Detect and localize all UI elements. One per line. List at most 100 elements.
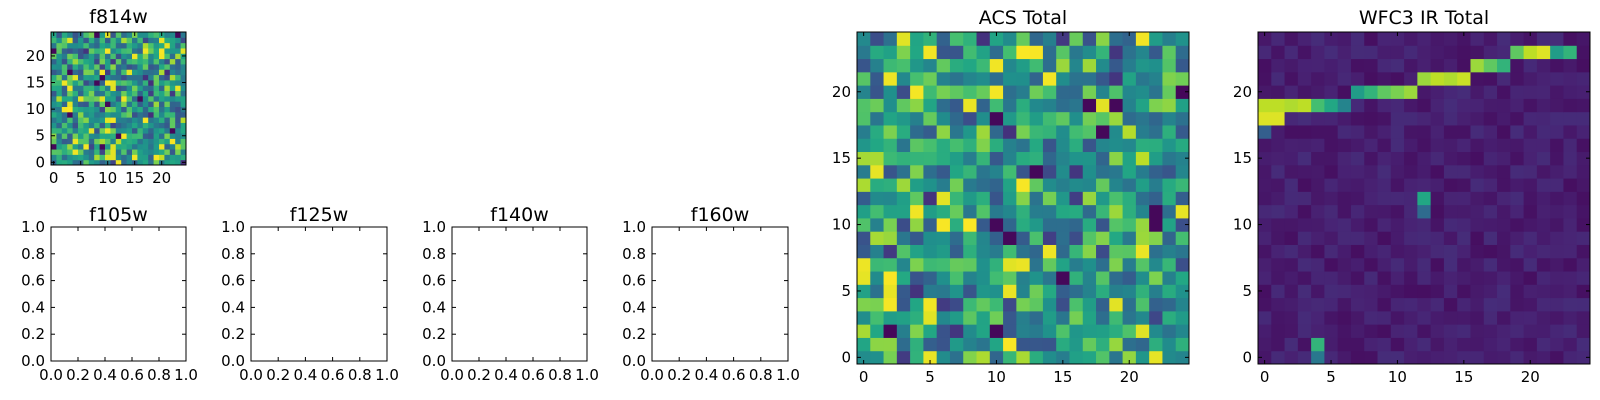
heatmap-cell (923, 151, 938, 166)
heatmap-cell (857, 164, 871, 179)
heatmap-cell (1324, 284, 1339, 299)
heatmap-cell (949, 58, 964, 73)
heatmap-cell (1109, 178, 1124, 192)
heatmap-cell (1576, 217, 1591, 232)
heatmap-cell (1271, 58, 1286, 73)
heatmap-cell (142, 111, 149, 118)
heatmap-cell (857, 310, 871, 325)
heatmap-cell (1258, 284, 1272, 299)
heatmap-cell (1029, 138, 1044, 153)
heatmap-cell (1470, 138, 1485, 153)
heatmap-cell (1003, 138, 1017, 153)
heatmap-cell (121, 106, 128, 113)
heatmap-cell (1069, 297, 1084, 312)
heatmap-cell (910, 284, 924, 299)
heatmap-cell (1162, 337, 1177, 352)
heatmap-cell (1003, 45, 1017, 60)
heatmap-cell (1443, 350, 1458, 365)
heatmap-cell (1510, 204, 1525, 219)
heatmap-cell (949, 164, 964, 179)
heatmap-cell (1016, 98, 1031, 113)
heatmap-cell (1350, 231, 1365, 245)
heatmap-cell (1324, 271, 1339, 285)
heatmap-cell (72, 111, 79, 118)
heatmap-cell (870, 337, 885, 352)
heatmap-cell (910, 151, 924, 166)
heatmap-cell (88, 149, 95, 155)
heatmap-cell (126, 127, 133, 134)
heatmap-cell (870, 271, 885, 285)
heatmap-cell (963, 191, 978, 206)
heatmap-cell (126, 47, 133, 54)
heatmap-cell (1149, 324, 1163, 338)
heatmap-cell (94, 85, 101, 92)
heatmap-cell (1149, 124, 1163, 139)
heatmap-cell (1258, 231, 1272, 245)
heatmap-cell (1284, 284, 1299, 299)
heatmap-cell (1056, 191, 1070, 206)
heatmap-cell (1576, 310, 1591, 325)
heatmap-cell (88, 63, 95, 70)
heatmap-cell (148, 63, 155, 70)
heatmap-cell (1563, 71, 1578, 86)
heatmap-cell (142, 42, 149, 49)
heatmap-cell (1483, 138, 1498, 153)
heatmap-cell (142, 101, 149, 107)
y-tick-label: 5 (1242, 282, 1252, 300)
heatmap-cell (1135, 111, 1150, 126)
heatmap-cell (936, 178, 951, 192)
heatmap-cell (61, 101, 68, 107)
heatmap-cell (1122, 231, 1137, 245)
x-tick-label: 0.0 (239, 366, 263, 384)
heatmap-cell (1016, 45, 1031, 60)
heatmap-cell (83, 42, 90, 49)
heatmap-cell (910, 191, 924, 206)
heatmap-cell (148, 32, 155, 38)
heatmap-cell (1470, 32, 1485, 46)
heatmap-cell (121, 149, 128, 155)
heatmap-cell (1042, 350, 1057, 365)
heatmap-cell (870, 124, 885, 139)
heatmap-cell (1096, 204, 1110, 219)
heatmap-cell (1003, 231, 1017, 245)
heatmap-cell (148, 53, 155, 60)
heatmap-cell (175, 63, 182, 70)
heatmap-cell (1162, 324, 1177, 338)
heatmap-cell (88, 101, 95, 107)
heatmap-cell (1417, 271, 1432, 285)
heatmap-cell (94, 58, 101, 65)
heatmap-cell (61, 159, 68, 166)
heatmap-cell (1443, 284, 1458, 299)
heatmap-cell (1109, 217, 1124, 232)
heatmap-cell (126, 138, 133, 145)
heatmap-cell (1258, 271, 1272, 285)
heatmap-cell (1016, 271, 1031, 285)
heatmap-cell (1483, 231, 1498, 245)
heatmap-cell (1497, 178, 1511, 192)
heatmap-cell (1483, 257, 1498, 272)
heatmap-cell (126, 95, 133, 102)
heatmap-cell (1364, 124, 1379, 139)
heatmap-cell (1135, 244, 1150, 259)
heatmap-cell (1350, 297, 1365, 312)
heatmap-cell (153, 32, 160, 38)
heatmap-cell (56, 47, 63, 54)
y-tick-label: 0.2 (422, 325, 446, 343)
heatmap-cell (1056, 204, 1070, 219)
heatmap-cell (1096, 124, 1110, 139)
heatmap-cell (1109, 151, 1124, 166)
heatmap-cell (67, 101, 74, 107)
heatmap-cell (1483, 217, 1498, 232)
heatmap-cell (175, 149, 182, 155)
heatmap-cell (1510, 297, 1525, 312)
heatmap-cell (1271, 45, 1286, 60)
heatmap-cell (1135, 284, 1150, 299)
heatmap-cell (1417, 337, 1432, 352)
heatmap-cell (180, 149, 187, 155)
heatmap-cell (1404, 98, 1418, 113)
heatmap-cell (115, 74, 122, 81)
heatmap-cell (1350, 58, 1365, 73)
heatmap-cell (1523, 98, 1538, 113)
heatmap-cell (949, 257, 964, 272)
heatmap-cell (67, 149, 74, 155)
